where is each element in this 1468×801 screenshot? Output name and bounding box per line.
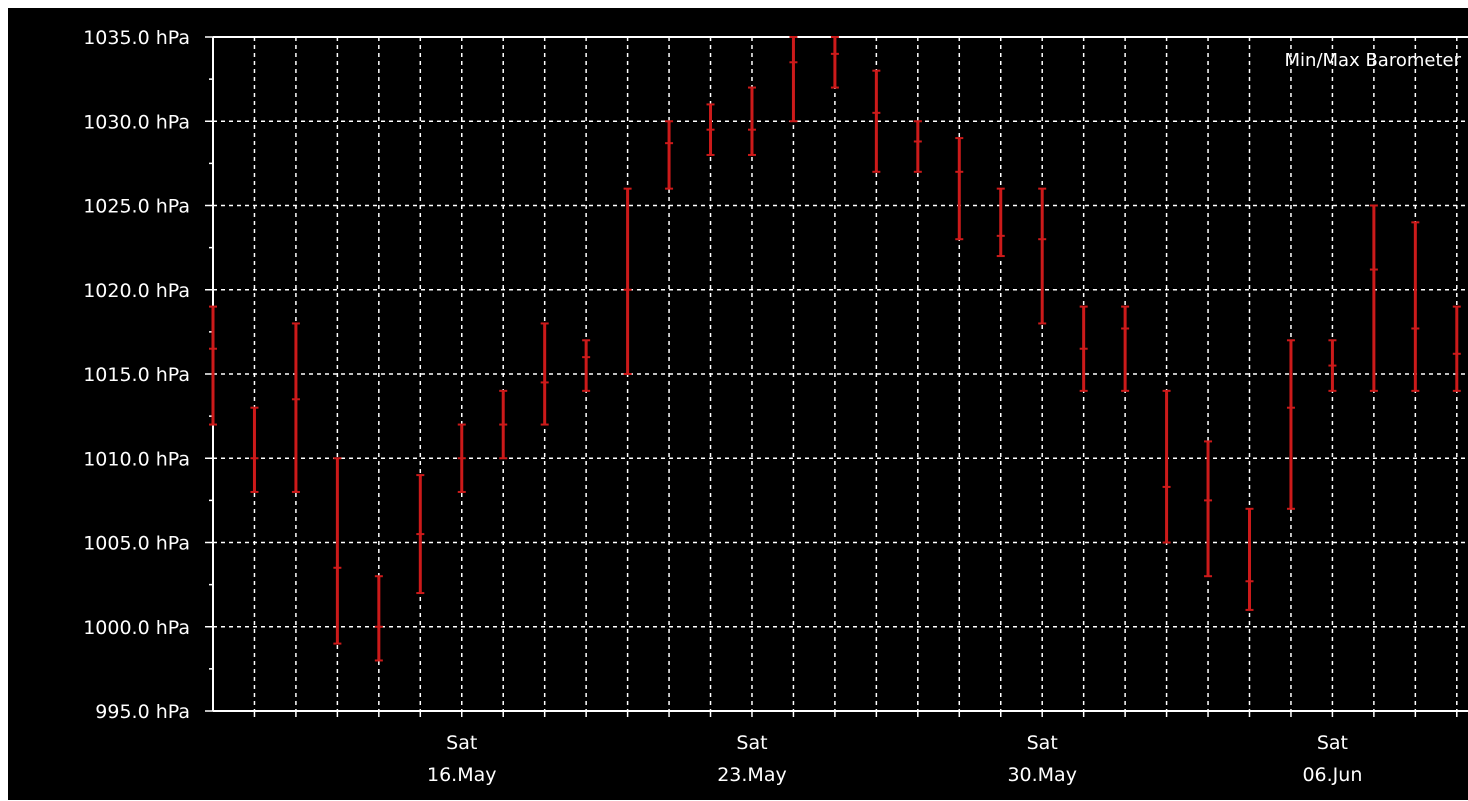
- x-weekday-label: Sat: [446, 732, 477, 754]
- x-weekday-label: Sat: [1317, 732, 1348, 754]
- chart-background: [8, 8, 1468, 800]
- x-date-label: 30.May: [1007, 764, 1077, 786]
- x-weekday-label: Sat: [1027, 732, 1058, 754]
- x-date-label: 06.Jun: [1302, 764, 1362, 786]
- x-weekday-label: Sat: [736, 732, 767, 754]
- y-tick-label: 1005.0 hPa: [83, 533, 190, 555]
- chart-title: Min/Max Barometer: [1285, 50, 1462, 71]
- tick-labels: 995.0 hPa 1000.0 hPa 1005.0 hPa 1010.0 hPa 1…: [83, 27, 1362, 786]
- y-tick-label: 995.0 hPa: [95, 701, 190, 723]
- y-tick-label: 1000.0 hPa: [83, 617, 190, 639]
- x-date-label: 16.May: [427, 764, 497, 786]
- y-tick-label: 1030.0 hPa: [83, 111, 190, 133]
- y-tick-label: 1025.0 hPa: [83, 196, 190, 218]
- x-date-label: 23.May: [717, 764, 787, 786]
- y-tick-label: 1010.0 hPa: [83, 448, 190, 470]
- error-bars: [209, 36, 1461, 662]
- y-tick-label: 1015.0 hPa: [83, 364, 190, 386]
- y-tick-label: 1020.0 hPa: [83, 280, 190, 302]
- y-tick-label: 1035.0 hPa: [83, 27, 190, 49]
